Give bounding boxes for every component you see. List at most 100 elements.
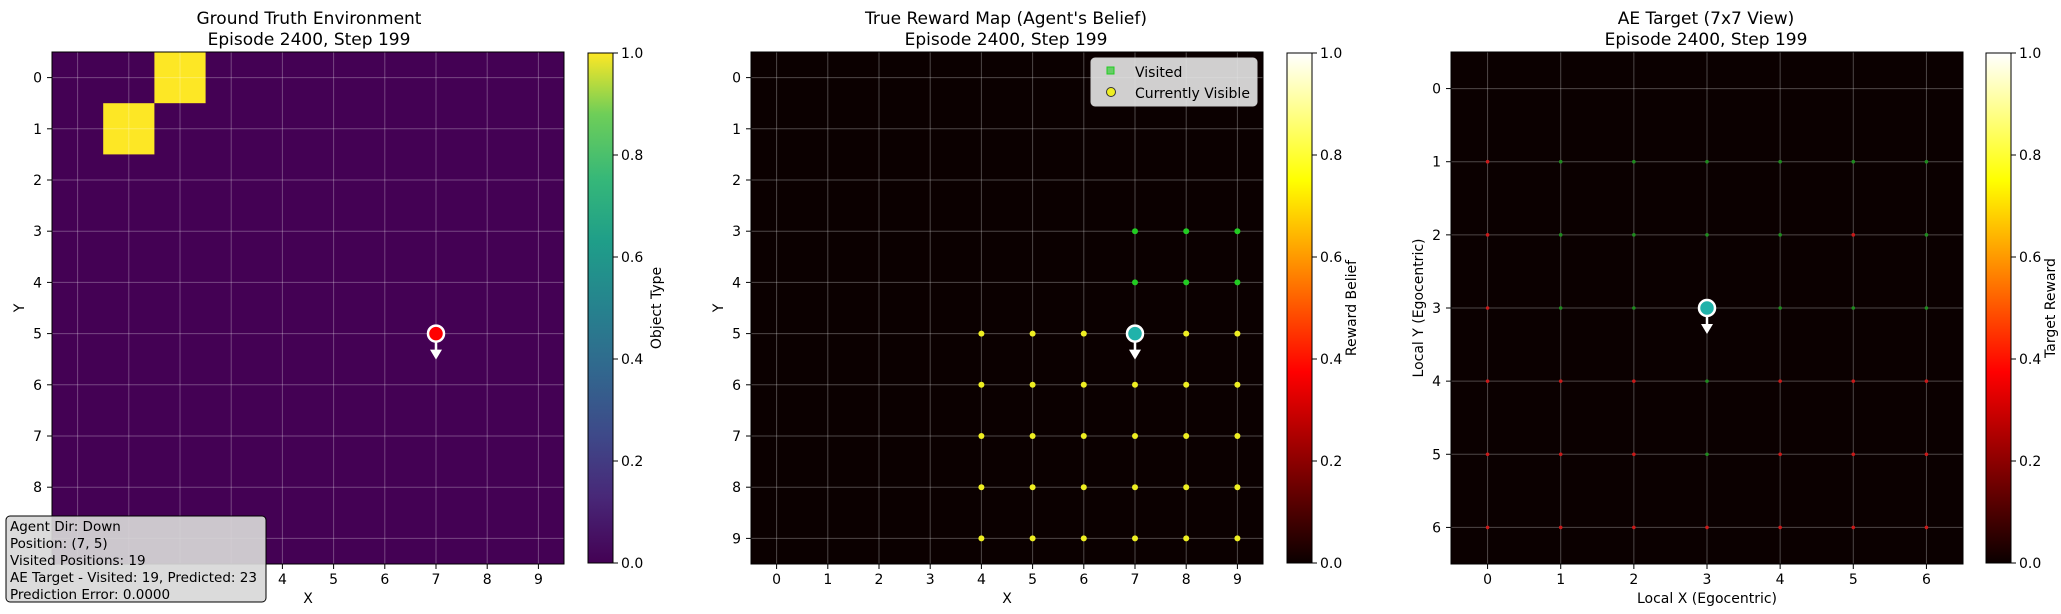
panel3-colorbar-label: Target Reward — [2043, 258, 2059, 359]
visited-marker — [1183, 279, 1190, 286]
visible-marker — [1234, 330, 1241, 337]
target-mark-green — [1705, 233, 1709, 237]
target-mark-red — [1632, 525, 1636, 530]
colorbar-tick-label: 1.0 — [621, 46, 643, 62]
visible-marker — [1080, 381, 1087, 388]
target-mark-red — [1851, 525, 1856, 530]
visible-marker — [1234, 433, 1241, 439]
x-tick-label: 2 — [875, 572, 884, 588]
panel3-x-ticks: 0 1 2 3 4 5 6 — [1483, 564, 1931, 588]
visible-marker — [1234, 484, 1241, 491]
panel2-xlabel: X — [1002, 591, 1012, 607]
target-mark-green — [1924, 159, 1929, 164]
y-tick-label: 8 — [732, 480, 741, 496]
visible-marker — [978, 381, 985, 388]
target-mark-green — [1705, 452, 1709, 457]
target-mark-red — [1485, 159, 1490, 164]
colorbar-tick-label: 1.0 — [2019, 46, 2041, 62]
visible-marker — [1080, 484, 1087, 491]
target-mark-red — [1778, 379, 1782, 383]
x-tick-label: 3 — [926, 572, 935, 588]
info-box-background — [5, 515, 267, 603]
object-cell — [103, 103, 155, 155]
visited-marker — [1183, 228, 1190, 235]
panel2-agent — [1125, 324, 1145, 360]
y-tick-label: 6 — [732, 378, 741, 394]
agent-marker — [1125, 324, 1145, 343]
target-mark-red — [1558, 452, 1563, 457]
visible-marker — [1183, 535, 1190, 542]
y-tick-label: 1 — [1432, 155, 1441, 171]
y-tick-label: 2 — [33, 173, 42, 189]
x-tick-label: 6 — [380, 572, 389, 588]
panel3-title-line2: Episode 2400, Step 199 — [1605, 30, 1808, 50]
colorbar-tick-label: 0.8 — [2019, 148, 2041, 164]
y-tick-label: 4 — [732, 275, 741, 291]
target-mark-red — [1778, 452, 1782, 457]
colorbar-tick-label: 0.8 — [1320, 148, 1342, 164]
target-mark-red — [1485, 306, 1490, 310]
x-tick-label: 4 — [278, 572, 287, 588]
target-mark-green — [1632, 233, 1636, 237]
target-mark-red — [1558, 379, 1563, 383]
target-mark-red — [1924, 379, 1929, 383]
visible-marker — [1132, 433, 1138, 439]
y-tick-label: 9 — [732, 531, 741, 547]
panel1-colorbar — [587, 52, 614, 564]
x-tick-label: 0 — [1483, 572, 1492, 588]
agent-direction-arrow — [1129, 349, 1141, 360]
target-mark-red — [1485, 452, 1490, 457]
y-tick-label: 2 — [1432, 228, 1441, 244]
legend-visited-swatch — [1106, 66, 1115, 75]
visible-marker — [1029, 330, 1036, 337]
y-tick-label: 1 — [732, 122, 741, 138]
x-tick-label: 5 — [1849, 572, 1858, 588]
target-mark-red — [1558, 525, 1563, 530]
target-mark-green — [1705, 159, 1709, 164]
colorbar-tick-label: 1.0 — [1320, 46, 1342, 62]
x-tick-label: 8 — [483, 572, 492, 588]
info-line-ae-target: AE Target - Visited: 19, Predicted: 23 — [10, 570, 257, 586]
target-mark-green — [1632, 306, 1636, 310]
colorbar-tick-label: 0.4 — [621, 352, 643, 368]
visible-marker — [1183, 484, 1190, 491]
y-tick-label: 2 — [732, 173, 741, 189]
visible-marker — [1029, 484, 1036, 491]
colorbar-tick-label: 0.2 — [621, 454, 643, 470]
panel3-markers — [1485, 159, 1929, 530]
panel2-x-ticks: 0 1 2 3 4 5 6 7 8 9 — [772, 564, 1242, 588]
visible-marker — [1183, 381, 1190, 388]
x-tick-label: 6 — [1079, 572, 1088, 588]
y-tick-label: 7 — [732, 429, 741, 445]
x-tick-label: 1 — [1556, 572, 1565, 588]
visible-marker — [1029, 535, 1036, 542]
panel1-title-line2: Episode 2400, Step 199 — [208, 30, 411, 50]
visible-marker — [978, 484, 985, 491]
y-tick-label: 4 — [33, 275, 42, 291]
target-mark-green — [1558, 159, 1563, 164]
panel2-colorbar-label: Reward Belief — [1344, 259, 1360, 356]
y-tick-label: 6 — [33, 378, 42, 394]
visible-marker — [1080, 433, 1087, 439]
target-mark-green — [1851, 159, 1856, 164]
target-mark-red — [1924, 452, 1929, 457]
panel3-xlabel: Local X (Egocentric) — [1637, 591, 1777, 607]
target-mark-red — [1851, 233, 1856, 237]
visible-marker — [1183, 330, 1190, 337]
x-tick-label: 4 — [1776, 572, 1785, 588]
target-mark-red — [1851, 379, 1856, 383]
x-tick-label: 8 — [1182, 572, 1191, 588]
panel3-colorbar-ticks: 0.0 0.2 0.4 0.6 0.8 1.0 — [2011, 46, 2041, 572]
info-line-position: Position: (7, 5) — [10, 536, 108, 552]
x-tick-label: 9 — [534, 572, 543, 588]
y-tick-label: 5 — [1432, 447, 1441, 463]
colorbar-tick-label: 0.6 — [621, 250, 643, 266]
target-mark-red — [1924, 525, 1929, 530]
target-mark-red — [1705, 525, 1709, 530]
legend-visible-swatch — [1106, 87, 1116, 97]
info-line-error: Prediction Error: 0.0000 — [10, 587, 170, 603]
target-mark-red — [1485, 525, 1490, 530]
panel1-object-cells — [103, 52, 206, 155]
panel1-x-ticks: 4 5 6 7 8 9 — [278, 564, 543, 588]
